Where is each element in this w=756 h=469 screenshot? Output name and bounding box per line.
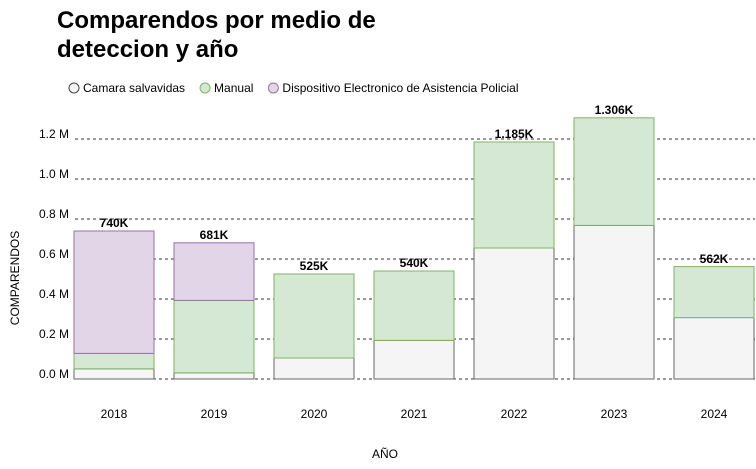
legend-swatch bbox=[68, 82, 80, 94]
bar-segment bbox=[573, 224, 655, 380]
bar-segment bbox=[673, 266, 755, 319]
bar-segment bbox=[373, 339, 455, 380]
bar-segment bbox=[473, 141, 555, 249]
x-tick-label: 2019 bbox=[201, 407, 228, 421]
total-label: 740K bbox=[100, 216, 129, 230]
y-tick-label: 0.4 M bbox=[39, 287, 69, 301]
bar-segment bbox=[573, 117, 655, 226]
x-tick-label: 2022 bbox=[501, 407, 528, 421]
bar-segment bbox=[173, 372, 255, 380]
bar-segment bbox=[73, 368, 155, 380]
bar-segment bbox=[173, 242, 255, 301]
legend-swatch bbox=[267, 82, 279, 94]
x-axis-title: AÑO bbox=[372, 447, 398, 461]
y-tick-label: 1.0 M bbox=[39, 167, 69, 181]
bar-segment bbox=[173, 299, 255, 374]
bar-segment bbox=[373, 270, 455, 341]
total-label: 540K bbox=[400, 256, 429, 270]
legend-label: Manual bbox=[214, 81, 253, 95]
total-label: 562K bbox=[700, 252, 729, 266]
chart-title: Comparendos por medio de deteccion y año bbox=[57, 7, 376, 63]
bar-segment bbox=[73, 230, 155, 354]
bar-segment bbox=[273, 357, 355, 380]
bar-segment bbox=[473, 247, 555, 380]
bar-segment bbox=[673, 317, 755, 380]
legend-label: Dispositivo Electronico de Asistencia Po… bbox=[282, 81, 518, 95]
y-tick-label: 1.2 M bbox=[39, 127, 69, 141]
y-tick-label: 0.6 M bbox=[39, 247, 69, 261]
y-tick-label: 0.2 M bbox=[39, 327, 69, 341]
x-tick-label: 2024 bbox=[701, 407, 728, 421]
y-tick-label: 0.0 M bbox=[39, 367, 69, 381]
total-label: 1.306K bbox=[595, 103, 634, 117]
legend-swatch bbox=[199, 82, 211, 94]
bar-segment bbox=[273, 273, 355, 359]
total-label: 525K bbox=[300, 259, 329, 273]
y-axis-title: COMPARENDOS bbox=[8, 231, 22, 325]
legend-label: Camara salvavidas bbox=[83, 81, 185, 95]
total-label: 681K bbox=[200, 228, 229, 242]
x-tick-label: 2021 bbox=[401, 407, 428, 421]
bar-segment bbox=[73, 352, 155, 370]
y-tick-label: 0.8 M bbox=[39, 207, 69, 221]
x-tick-label: 2020 bbox=[301, 407, 328, 421]
total-label: 1.185K bbox=[495, 127, 534, 141]
x-tick-label: 2018 bbox=[101, 407, 128, 421]
x-tick-label: 2023 bbox=[601, 407, 628, 421]
